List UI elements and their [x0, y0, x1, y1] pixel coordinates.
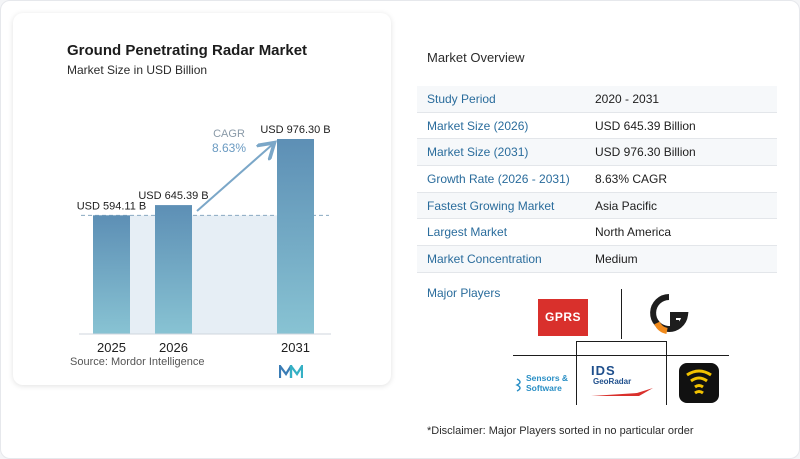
overview-value: 8.63% CAGR [595, 171, 668, 186]
mordor-logo-icon [279, 365, 303, 378]
x-tick-2026: 2026 [159, 340, 188, 355]
grid-divider [621, 289, 622, 339]
overview-label: Study Period [427, 91, 496, 106]
overview-label: Market Size (2026) [427, 118, 529, 133]
overview-label: Fastest Growing Market [427, 198, 555, 213]
data-label-2026: USD 645.39 B [138, 190, 208, 202]
grid-divider [666, 341, 667, 405]
overview-row: Market Size (2026) USD 645.39 Billion [417, 113, 777, 140]
bar-2025 [93, 215, 130, 334]
ids-logo-bottom: GeoRadar [593, 377, 632, 386]
overview-value: North America [595, 225, 672, 240]
sensors-software-logo: Sensors & Software [515, 373, 571, 395]
overview-row: Largest Market North America [417, 219, 777, 247]
data-label-2025: USD 594.11 B [77, 200, 147, 212]
chart-title: Ground Penetrating Radar Market [67, 42, 308, 59]
overview-value: Asia Pacific [595, 198, 658, 213]
chart-subtitle: Market Size in USD Billion [67, 63, 208, 77]
data-label-2031: USD 976.30 B [260, 124, 330, 136]
x-tick-2031: 2031 [281, 340, 310, 355]
ids-logo-top: IDS [591, 363, 616, 378]
radar-waves-icon [686, 369, 712, 395]
grid-divider [576, 341, 577, 405]
overview-row: Market Concentration Medium [417, 246, 777, 273]
grid-divider [513, 355, 729, 356]
disclaimer: *Disclaimer: Major Players sorted in no … [427, 425, 694, 437]
overview-value: Medium [595, 251, 638, 266]
overview-row: Fastest Growing Market Asia Pacific [417, 192, 777, 220]
overview-title: Market Overview [427, 50, 525, 65]
cagr-arrow [196, 144, 273, 212]
overview-row: Market Size (2031) USD 976.30 Billion [417, 139, 777, 167]
major-players-title: Major Players [427, 286, 501, 300]
source-note: Source: Mordor Intelligence [70, 356, 205, 368]
cagr-value: 8.63% [212, 141, 246, 155]
cagr-label: CAGR [213, 128, 245, 140]
overview-row: Growth Rate (2026 - 2031) 8.63% CAGR [417, 166, 777, 193]
ids-swoosh-icon [591, 388, 653, 396]
gprs-logo-text: GPRS [544, 310, 581, 324]
overview-label: Largest Market [427, 225, 508, 240]
bar-2026 [155, 205, 192, 334]
bar-chart: USD 594.11 B 2025 USD 645.39 B 2026 USD 976.… [77, 124, 331, 355]
bar-2031 [277, 139, 314, 334]
overview-label: Market Size (2031) [427, 145, 529, 160]
overview-value: USD 976.30 Billion [595, 145, 696, 160]
x-tick-2025: 2025 [97, 340, 126, 355]
yellow-radar-logo [679, 363, 719, 403]
overview-row: Study Period 2020 - 2031 [417, 86, 777, 113]
overview-table: Study Period 2020 - 2031 Market Size (202… [417, 86, 777, 273]
sensors-logo-line2: Software [526, 383, 562, 393]
ids-georadar-logo: IDS GeoRadar [591, 363, 653, 399]
gprs-logo: GPRS [538, 299, 588, 336]
g-logo-icon [650, 294, 689, 334]
sensors-wave-icon [515, 378, 521, 392]
overview-label: Growth Rate (2026 - 2031) [427, 171, 570, 186]
overview-value: USD 645.39 Billion [595, 118, 696, 133]
grid-divider [576, 341, 666, 342]
overview-value: 2020 - 2031 [595, 91, 660, 106]
overview-label: Market Concentration [427, 251, 542, 266]
sensors-logo-line1: Sensors & [526, 373, 569, 383]
